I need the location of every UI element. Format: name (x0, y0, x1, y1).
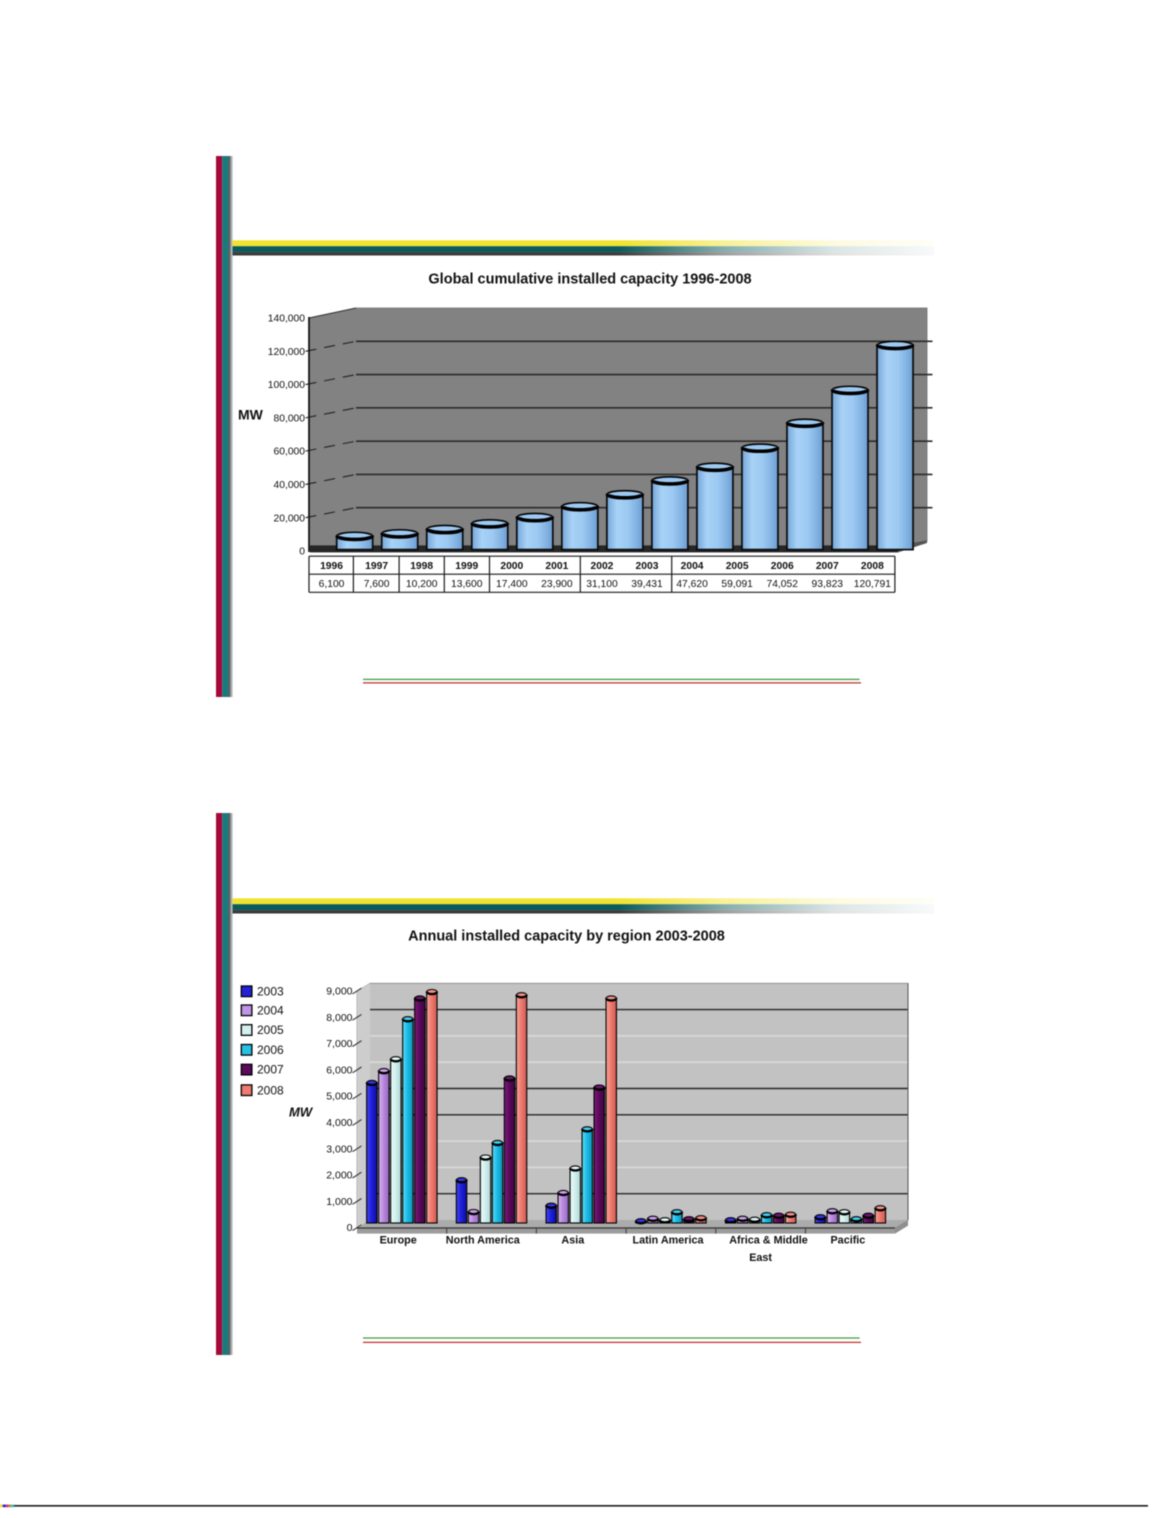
svg-text:MW: MW (238, 407, 264, 423)
svg-text:74,052: 74,052 (766, 579, 798, 590)
svg-text:Annual installed capacity by r: Annual installed capacity by region 2003… (408, 929, 725, 945)
svg-text:3,000: 3,000 (326, 1143, 352, 1155)
svg-text:1999: 1999 (455, 561, 478, 572)
svg-text:2002: 2002 (590, 561, 613, 572)
svg-text:2,000: 2,000 (326, 1170, 352, 1182)
svg-text:2004: 2004 (257, 1003, 284, 1017)
svg-text:7,000: 7,000 (326, 1038, 352, 1050)
svg-text:2005: 2005 (726, 561, 749, 572)
svg-text:20,000: 20,000 (274, 513, 306, 524)
svg-text:Asia: Asia (561, 1235, 585, 1247)
svg-text:1,000: 1,000 (326, 1196, 352, 1208)
svg-text:2006: 2006 (771, 561, 794, 572)
svg-text:47,620: 47,620 (676, 579, 708, 590)
svg-text:7,600: 7,600 (364, 579, 390, 590)
svg-text:5,000: 5,000 (326, 1091, 352, 1103)
svg-text:2000: 2000 (500, 561, 523, 572)
svg-text:East: East (749, 1252, 772, 1264)
svg-text:140,000: 140,000 (268, 314, 305, 325)
svg-text:2005: 2005 (257, 1023, 284, 1037)
svg-text:2007: 2007 (257, 1063, 284, 1077)
svg-text:2007: 2007 (816, 561, 839, 572)
svg-text:MW: MW (289, 1105, 314, 1120)
svg-text:Latin America: Latin America (632, 1235, 704, 1247)
svg-text:39,431: 39,431 (631, 579, 663, 590)
svg-text:100,000: 100,000 (268, 380, 305, 391)
svg-text:North America: North America (446, 1235, 521, 1247)
svg-text:120,791: 120,791 (854, 579, 891, 590)
svg-text:2003: 2003 (257, 984, 284, 998)
svg-text:17,400: 17,400 (496, 579, 528, 590)
svg-text:2008: 2008 (257, 1083, 284, 1097)
svg-text:Europe: Europe (380, 1235, 417, 1247)
svg-text:6,100: 6,100 (319, 579, 345, 590)
svg-text:1996: 1996 (320, 561, 343, 572)
svg-text:31,100: 31,100 (586, 579, 618, 590)
svg-text:1997: 1997 (365, 561, 388, 572)
svg-text:Africa & Middle: Africa & Middle (729, 1235, 808, 1247)
svg-text:93,823: 93,823 (812, 579, 844, 590)
svg-text:2008: 2008 (861, 561, 884, 572)
svg-text:2001: 2001 (545, 561, 568, 572)
svg-text:80,000: 80,000 (274, 413, 306, 424)
svg-text:1998: 1998 (410, 561, 433, 572)
svg-text:59,091: 59,091 (721, 579, 753, 590)
svg-text:2004: 2004 (681, 561, 704, 572)
svg-text:60,000: 60,000 (274, 447, 306, 458)
svg-text:Pacific: Pacific (830, 1235, 865, 1247)
svg-text:2006: 2006 (257, 1043, 284, 1057)
svg-text:9,000: 9,000 (326, 986, 352, 998)
svg-text:2003: 2003 (636, 561, 659, 572)
svg-text:10,200: 10,200 (406, 579, 438, 590)
svg-text:120,000: 120,000 (268, 347, 305, 358)
svg-text:0: 0 (347, 1222, 353, 1234)
svg-text:0: 0 (299, 547, 305, 558)
svg-text:Global cumulative installed ca: Global cumulative installed capacity 199… (428, 272, 751, 288)
svg-text:8,000: 8,000 (326, 1012, 352, 1024)
svg-text:13,600: 13,600 (451, 579, 483, 590)
svg-text:40,000: 40,000 (274, 480, 306, 491)
svg-text:6,000: 6,000 (326, 1064, 352, 1076)
svg-text:23,900: 23,900 (541, 579, 573, 590)
svg-text:4,000: 4,000 (326, 1117, 352, 1129)
